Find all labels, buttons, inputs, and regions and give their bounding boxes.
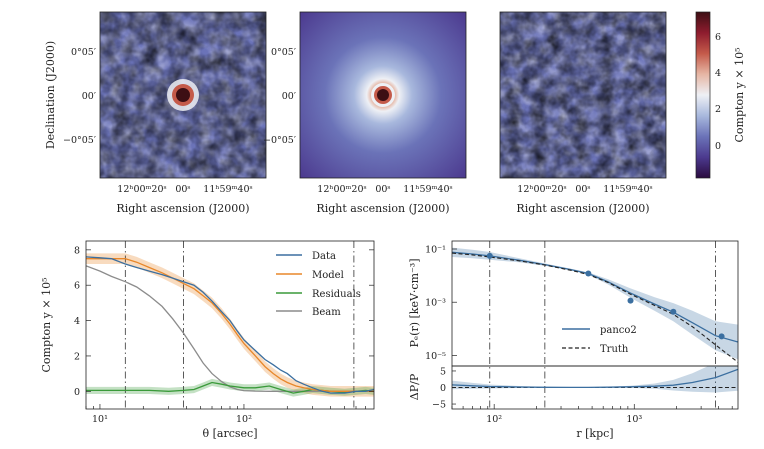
map1-xtick-2: 11ʰ59ᵐ40ˢ <box>203 184 252 195</box>
panco2-band <box>452 247 738 360</box>
map2-xlabel: Right ascension (J2000) <box>316 202 449 215</box>
profile-xtick-1: 10² <box>236 414 252 425</box>
pressure-xlabel: r [kpc] <box>576 427 613 440</box>
map2-xtick-0: 12ʰ00ᵐ20ˢ <box>317 184 366 195</box>
ratio-band <box>452 366 738 393</box>
colorbar-tick-2: 2 <box>715 104 721 115</box>
sky-maps: 0°05′ 00′ −0°05′ 0°05′ 00′ −0°05′ Declin… <box>44 11 746 215</box>
pressure-xtick-0: 10² <box>486 414 502 425</box>
profile-ytick-0: 0 <box>74 387 80 398</box>
legend-label-data: Data <box>312 251 336 262</box>
map-y-tick-labels: 0°05′ 00′ −0°05′ 0°05′ 00′ −0°05′ <box>63 47 296 146</box>
series-line-beam <box>86 265 374 392</box>
map3-xtick-2: 11ʰ59ᵐ40ˢ <box>603 184 652 195</box>
map3-xtick-1: 00ˢ <box>575 184 590 195</box>
ratio-ylabel: ΔP/P <box>408 373 421 400</box>
map2-ytick-2: −0°05′ <box>263 135 296 146</box>
legend-label-model: Model <box>312 270 344 281</box>
profile-ytick-3: 6 <box>74 281 80 292</box>
ratio-ytick-1: 0 <box>440 383 446 394</box>
panco2-point-2 <box>627 297 634 304</box>
map3-xtick-0: 12ʰ00ᵐ20ˢ <box>517 184 566 195</box>
map2-xtick-2: 11ʰ59ᵐ40ˢ <box>403 184 452 195</box>
map1-xlabel: Right ascension (J2000) <box>116 202 249 215</box>
ratio-ytick-0: 5 <box>440 366 446 377</box>
map-ylabel: Declination (J2000) <box>44 41 57 149</box>
legend-label-panco2: panco2 <box>600 325 637 336</box>
panco2-point-4 <box>718 333 725 340</box>
colorbar-tick-0: 6 <box>715 32 721 43</box>
profile-ylabel: Compton y × 10⁵ <box>40 278 53 373</box>
pressure-ytick-1: 10⁻³ <box>425 298 446 309</box>
map2-ytick-1: 00′ <box>282 91 296 102</box>
pressure-ytick-2: 10⁻⁵ <box>425 351 446 362</box>
map-panel-residuals <box>499 11 667 179</box>
legend-label-truth: Truth <box>600 344 629 355</box>
colorbar: 6 4 2 0 Compton y × 10⁵ <box>695 11 746 179</box>
map1-xtick-1: 00ˢ <box>175 184 190 195</box>
panco2-point-1 <box>585 270 592 277</box>
series-line-model <box>86 258 374 392</box>
pressure-xtick-1: 10³ <box>626 414 642 425</box>
profile-xtick-0: 10¹ <box>92 414 108 425</box>
pressure-profile-plot: 10² 10³ 10⁻¹ 10⁻³ 10⁻⁵ 5 0 −5 r [kpc] Pₑ… <box>408 240 739 440</box>
ratio-line <box>452 368 738 389</box>
profile-legend: Data Model Residuals Beam <box>276 251 361 318</box>
legend-label-beam: Beam <box>312 307 341 318</box>
pressure-ylabel: Pₑ(r) [keV·cm⁻³] <box>408 258 421 347</box>
series-line-panco2 <box>452 251 738 343</box>
colorbar-tick-3: 0 <box>715 141 721 152</box>
colorbar-label: Compton y × 10⁵ <box>733 48 746 143</box>
map-x-tick-labels: 12ʰ00ᵐ20ˢ 00ˢ 11ʰ59ᵐ40ˢ 12ʰ00ᵐ20ˢ 00ˢ 11… <box>117 184 652 195</box>
series-line-data <box>86 256 374 394</box>
map3-xlabel: Right ascension (J2000) <box>516 202 649 215</box>
profile-xlabel: θ [arcsec] <box>203 427 258 440</box>
profile-vlines <box>124 241 355 409</box>
profile-ytick-4: 8 <box>74 245 80 256</box>
panco2-point-0 <box>486 252 493 259</box>
colorbar-tick-1: 4 <box>715 68 721 79</box>
map1-ytick-0: 0°05′ <box>71 47 96 58</box>
colorbar-gradient <box>695 11 711 179</box>
radial-profile-plot: 10¹ 10² 0 2 4 6 8 θ [arcsec] Compton y ×… <box>40 240 375 440</box>
panco2-point-3 <box>670 308 677 315</box>
map1-xtick-0: 12ʰ00ᵐ20ˢ <box>117 184 166 195</box>
legend-label-residuals: Residuals <box>312 289 361 300</box>
map2-ytick-0: 0°05′ <box>271 47 296 58</box>
map1-ytick-2: −0°05′ <box>63 135 96 146</box>
pressure-ytick-0: 10⁻¹ <box>425 245 446 256</box>
pressure-vlines <box>489 241 716 409</box>
profile-ytick-1: 2 <box>74 351 80 362</box>
series-line-truth <box>452 252 738 363</box>
ratio-ytick-2: −5 <box>432 400 446 411</box>
map-panel-model <box>299 11 467 179</box>
pressure-legend: panco2 Truth <box>562 325 637 355</box>
map-panel-data <box>99 11 267 179</box>
map2-xtick-1: 00ˢ <box>375 184 390 195</box>
map1-ytick-1: 00′ <box>82 91 96 102</box>
profile-ytick-2: 4 <box>74 316 80 327</box>
